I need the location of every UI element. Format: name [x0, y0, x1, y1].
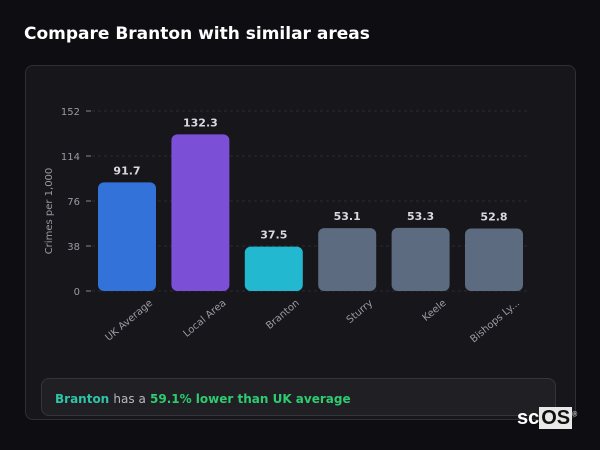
bar [98, 182, 156, 291]
y-tick-label: 38 [67, 242, 80, 253]
bar [465, 228, 523, 291]
y-axis-label: Crimes per 1,000 [44, 168, 55, 255]
scos-logo: sc OS ® [517, 407, 577, 430]
y-tick-label: 114 [61, 152, 80, 163]
comparison-summary: Branton has a 59.1% lower than UK averag… [41, 378, 556, 416]
bar [391, 227, 450, 291]
logo-sc: sc [517, 407, 540, 429]
bar [244, 246, 303, 291]
summary-middle: has a [113, 392, 146, 406]
y-tick-label: 0 [74, 287, 80, 298]
data-label: 37.5 [260, 229, 287, 242]
data-label: 91.7 [113, 164, 140, 177]
x-tick-label: Keele [421, 298, 449, 324]
data-label: 53.3 [407, 210, 434, 223]
logo-os: OS [539, 407, 573, 429]
x-tick-label: Branton [264, 298, 302, 332]
summary-comparison: 59.1% lower than UK average [150, 392, 351, 406]
x-tick-label: Sturry [345, 298, 376, 326]
x-tick-label: Bishops Ly... [468, 298, 522, 345]
page-title: Compare Branton with similar areas [24, 24, 370, 44]
y-tick-label: 152 [61, 107, 80, 118]
data-label: 53.1 [334, 210, 361, 223]
bar [318, 228, 377, 291]
x-tick-label: UK Average [103, 298, 155, 344]
summary-area: Branton [55, 392, 110, 406]
bar [171, 134, 230, 291]
data-label: 52.8 [480, 210, 507, 223]
y-tick-label: 76 [67, 197, 80, 208]
data-label: 132.3 [183, 116, 218, 129]
logo-mark: ® [572, 411, 578, 419]
x-tick-label: Local Area [181, 298, 228, 340]
